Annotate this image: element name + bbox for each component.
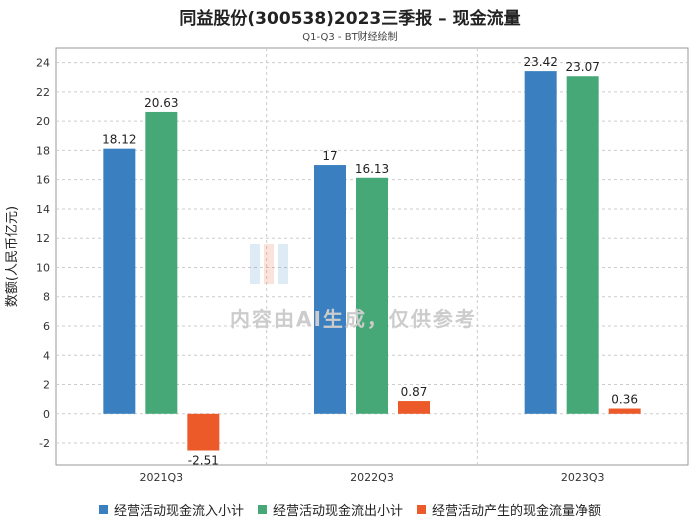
legend-label: 经营活动产生的现金流量净额 [432, 504, 602, 519]
legend-item: 经营活动产生的现金流量净额 [417, 500, 601, 519]
bar-value-label: 23.42 [523, 55, 557, 69]
bar-value-label: 17 [322, 149, 337, 163]
bar-value-label: 0.87 [401, 385, 428, 399]
bar-value-label: 0.36 [611, 393, 638, 407]
y-axis-label: 数额(人民币亿元) [5, 206, 20, 307]
legend: 经营活动现金流入小计 经营活动现金流出小计 经营活动产生的现金流量净额 [0, 500, 700, 519]
y-tick-label: 6 [43, 320, 50, 333]
y-tick-label: 2 [43, 379, 50, 392]
legend-item: 经营活动现金流入小计 [98, 500, 244, 519]
x-tick-label: 2021Q3 [140, 471, 184, 484]
y-tick-label: 16 [36, 174, 50, 187]
chart-title: 同益股份(300538)2023三季报 – 现金流量 [179, 9, 521, 29]
watermark-logo [250, 244, 288, 284]
y-tick-label: 22 [36, 86, 50, 99]
bar [398, 401, 430, 414]
bar-value-label: 20.63 [144, 96, 178, 110]
bar [314, 165, 346, 414]
bar-value-label: -2.51 [188, 454, 219, 468]
chart-subtitle: Q1-Q3 - BT财经绘制 [302, 32, 398, 43]
y-tick-label: 10 [36, 261, 50, 274]
y-tick-label: 0 [43, 408, 50, 421]
bar [145, 111, 178, 414]
legend-swatch [98, 505, 108, 514]
legend-label: 经营活动现金流出小计 [272, 504, 403, 519]
legend-swatch [257, 505, 267, 514]
bar [524, 71, 557, 414]
legend-swatch [417, 505, 426, 514]
bar-value-label: 18.12 [102, 133, 136, 147]
y-tick-label: 12 [36, 232, 50, 245]
y-tick-label: 24 [36, 57, 50, 70]
plot-frame [55, 47, 689, 466]
y-tick-label: 4 [43, 349, 50, 362]
y-tick-label: 18 [36, 144, 50, 157]
y-tick-label: 14 [36, 203, 50, 216]
legend-label: 经营活动现金流入小计 [113, 504, 244, 519]
bar [566, 76, 599, 414]
y-tick-label: 20 [36, 115, 50, 128]
y-tick-label: -2 [39, 437, 50, 450]
watermark-notice: 内容由AI生成，仅供参考 [230, 307, 477, 331]
legend-item: 经营活动现金流出小计 [257, 500, 403, 519]
bar [608, 408, 641, 414]
bar-value-label: 16.13 [355, 162, 389, 176]
bar [356, 177, 388, 414]
bar [187, 413, 220, 451]
x-tick-label: 2023Q3 [561, 471, 605, 484]
y-tick-label: 8 [43, 291, 50, 304]
x-tick-label: 2022Q3 [350, 471, 394, 484]
bar [103, 148, 136, 414]
bar-value-label: 23.07 [565, 60, 599, 74]
